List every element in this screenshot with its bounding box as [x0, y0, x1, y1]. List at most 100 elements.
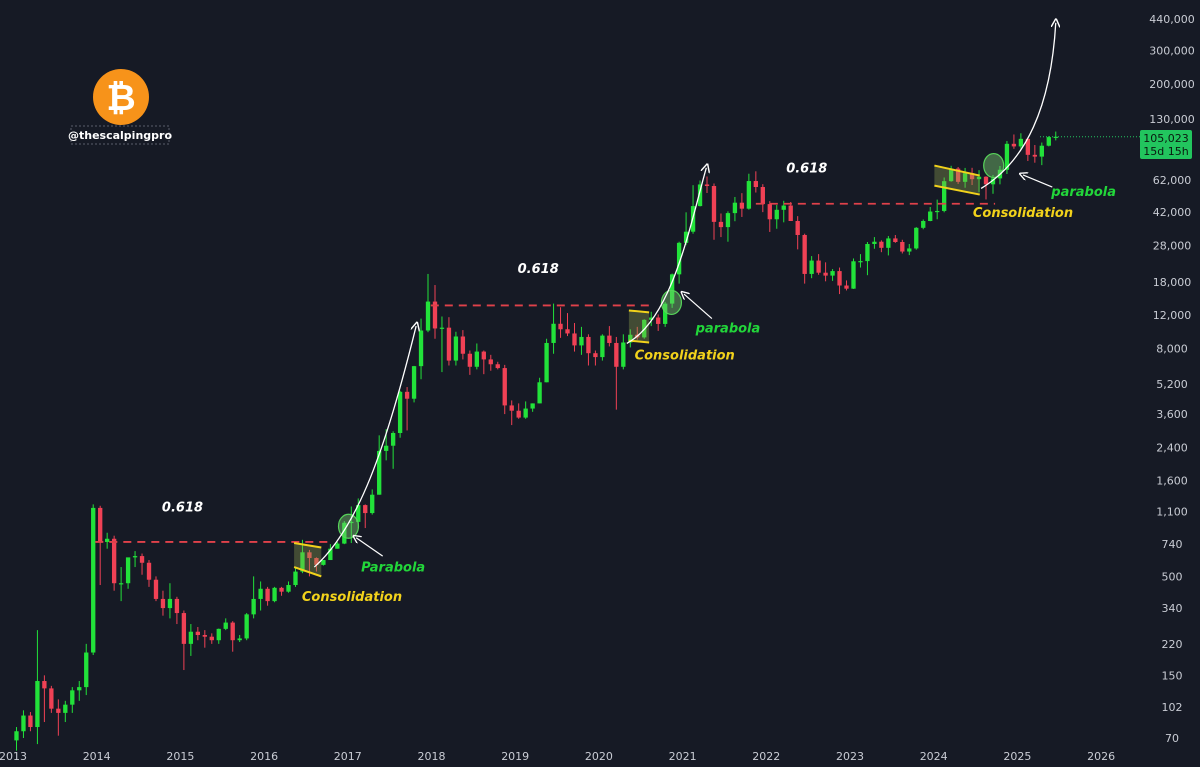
candle-body	[397, 391, 403, 433]
candle	[816, 254, 821, 275]
price-badge: 105,023 15d 15h	[1140, 130, 1192, 159]
candle-body	[725, 213, 731, 228]
candle	[481, 350, 486, 375]
candle-body	[258, 588, 263, 599]
candle-body	[251, 598, 256, 615]
parabola-curve	[980, 23, 1056, 190]
candle	[265, 586, 270, 606]
y-tick-label: 200,000	[1149, 78, 1195, 91]
candle-body	[418, 330, 424, 367]
candle	[732, 196, 738, 222]
candle	[321, 560, 326, 566]
candle-body	[718, 221, 724, 228]
y-tick-label: 440,000	[1149, 13, 1195, 26]
candle	[397, 390, 403, 438]
candle-body	[439, 327, 445, 329]
candle-body	[551, 323, 556, 343]
candle	[279, 586, 284, 596]
candle	[111, 535, 117, 591]
candle-body	[98, 507, 103, 542]
candle-body	[558, 323, 563, 330]
candle-body	[174, 598, 180, 614]
candle	[446, 317, 452, 366]
candle-body	[272, 587, 277, 602]
candle	[579, 326, 584, 355]
candle-body	[216, 628, 221, 641]
candle	[1018, 133, 1024, 151]
candle-body	[928, 211, 933, 221]
candle-body	[49, 688, 54, 709]
candle-body	[293, 571, 298, 586]
candle-body	[683, 231, 689, 243]
candle	[1032, 145, 1037, 163]
candle	[153, 576, 159, 602]
candle-body	[467, 353, 473, 367]
x-tick-label: 2018	[418, 750, 446, 763]
candle	[872, 237, 877, 249]
candle	[146, 560, 152, 587]
candle	[600, 334, 605, 361]
candle-body	[669, 274, 675, 304]
candle	[209, 633, 214, 644]
candle-body	[321, 560, 326, 565]
candle-body	[753, 181, 758, 188]
candle-body	[572, 333, 577, 346]
candle	[237, 635, 242, 643]
candle	[84, 643, 89, 696]
candle-body	[56, 708, 61, 713]
parabola-label: parabola	[1050, 185, 1116, 200]
candle-body	[879, 241, 884, 248]
candle	[223, 618, 228, 631]
candle	[586, 334, 591, 366]
candle-body	[404, 391, 410, 399]
candle	[711, 183, 717, 240]
candle-body	[886, 238, 891, 248]
x-tick-label: 2025	[1003, 750, 1031, 763]
candle-body	[802, 234, 807, 274]
candle	[530, 403, 535, 412]
candle	[349, 506, 354, 544]
highlight-circle	[983, 152, 1005, 179]
candle	[1004, 140, 1010, 174]
candle	[139, 553, 145, 575]
candle	[900, 239, 905, 254]
candle-body	[432, 301, 438, 329]
time-axis[interactable]: 2013 2014 2015 2016 2017 2018 2019 2020 2021 2022…	[0, 750, 1115, 763]
y-tick-label: 62,000	[1153, 174, 1192, 187]
candle	[649, 311, 654, 327]
candle	[962, 167, 968, 188]
x-tick-label: 2013	[0, 750, 27, 763]
candle	[474, 343, 479, 370]
candle	[125, 557, 131, 589]
candle-body	[900, 241, 905, 252]
candle	[167, 583, 173, 619]
candle	[77, 681, 82, 701]
candle	[488, 354, 493, 371]
candle	[628, 329, 633, 348]
candle	[942, 177, 947, 213]
candle-body	[349, 521, 354, 524]
candle-body	[942, 181, 947, 211]
price-axis[interactable]: 70 102 150 220 340 500 740 1,100 1,600 2,400 3,600…	[1149, 13, 1195, 745]
candle	[418, 318, 424, 380]
candle-body	[453, 336, 459, 361]
x-tick-label: 2022	[752, 750, 780, 763]
candle-body	[167, 598, 173, 609]
candle	[725, 211, 731, 242]
consolidation-label: Consolidation	[635, 348, 735, 363]
y-tick-label: 18,000	[1153, 276, 1192, 289]
candle	[935, 199, 940, 220]
y-tick-label: 500	[1162, 570, 1183, 583]
candle-body	[488, 359, 493, 365]
annotation-layer: 0.618 0.618 0.618 Consolidation Consolidatio…	[95, 23, 1140, 605]
candle-body	[28, 715, 33, 728]
candle	[502, 364, 507, 415]
candle-body	[139, 556, 145, 563]
candle	[202, 630, 207, 648]
x-tick-label: 2020	[585, 750, 613, 763]
candle	[467, 350, 473, 375]
candle-body	[990, 178, 996, 185]
candle	[160, 590, 166, 616]
y-tick-label: 102	[1162, 701, 1183, 714]
candle-body	[411, 366, 417, 399]
